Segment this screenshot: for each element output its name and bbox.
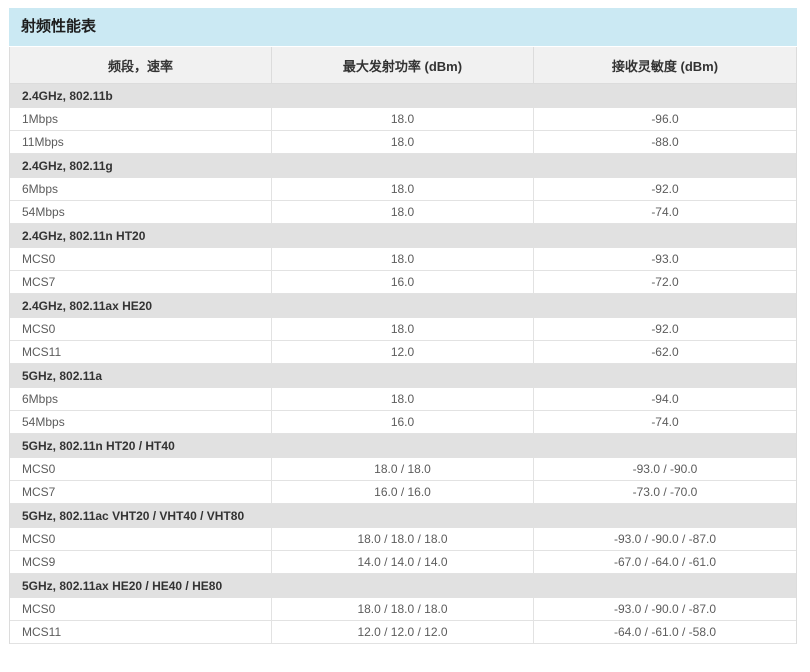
table-title: 射频性能表 (9, 8, 797, 46)
column-header-row: 频段，速率 最大发射功率 (dBm) 接收灵敏度 (dBm) (10, 47, 796, 84)
section-header: 2.4GHz, 802.11g (10, 154, 796, 178)
tx-power-cell: 18.0 (272, 178, 534, 200)
rate-cell: 6Mbps (10, 178, 272, 200)
rate-cell: MCS0 (10, 458, 272, 480)
table-frame: 频段，速率 最大发射功率 (dBm) 接收灵敏度 (dBm) 2.4GHz, 8… (9, 47, 797, 644)
section-header: 5GHz, 802.11n HT20 / HT40 (10, 434, 796, 458)
tx-power-cell: 18.0 / 18.0 (272, 458, 534, 480)
table-row: 54Mbps 16.0 -74.0 (10, 411, 796, 434)
tx-power-cell: 12.0 (272, 341, 534, 363)
table-row: 11Mbps 18.0 -88.0 (10, 131, 796, 154)
column-header-rx-sensitivity: 接收灵敏度 (dBm) (611, 58, 719, 74)
tx-power-cell: 18.0 (272, 248, 534, 270)
rx-sensitivity-cell: -74.0 (651, 205, 679, 219)
rx-sensitivity-cell: -67.0 / -64.0 / -61.0 (613, 555, 717, 569)
column-header-band-rate: 频段，速率 (10, 47, 272, 83)
rate-cell: MCS9 (10, 551, 272, 573)
table-row: MCS0 18.0 / 18.0 / 18.0 -93.0 / -90.0 / -8… (10, 528, 796, 551)
rx-sensitivity-cell: -92.0 (651, 322, 679, 336)
tx-power-cell: 18.0 (272, 131, 534, 153)
rx-sensitivity-cell: -73.0 / -70.0 (632, 485, 698, 499)
rx-sensitivity-cell: -93.0 / -90.0 / -87.0 (613, 602, 717, 616)
table-row: MCS7 16.0 -72.0 (10, 271, 796, 294)
rx-sensitivity-cell: -94.0 (651, 392, 679, 406)
rx-sensitivity-cell: -93.0 / -90.0 (632, 462, 698, 476)
rate-cell: MCS11 (10, 341, 272, 363)
section-header: 5GHz, 802.11ac VHT20 / VHT40 / VHT80 (10, 504, 796, 528)
rx-sensitivity-cell: -92.0 (651, 182, 679, 196)
tx-power-cell: 18.0 / 18.0 / 18.0 (272, 598, 534, 620)
rate-cell: 54Mbps (10, 201, 272, 223)
table-row: MCS9 14.0 / 14.0 / 14.0 -67.0 / -64.0 / -6… (10, 551, 796, 574)
tx-power-cell: 18.0 (272, 108, 534, 130)
rate-cell: MCS0 (10, 598, 272, 620)
table-row: MCS0 18.0 -92.0 (10, 318, 796, 341)
rx-sensitivity-cell: -72.0 (651, 275, 679, 289)
table-row: MCS11 12.0 / 12.0 / 12.0 -64.0 / -61.0 / -… (10, 621, 796, 644)
section-header: 5GHz, 802.11ax HE20 / HE40 / HE80 (10, 574, 796, 598)
table-row: 1Mbps 18.0 -96.0 (10, 108, 796, 131)
rx-sensitivity-cell: -62.0 (651, 345, 679, 359)
rx-sensitivity-cell: -93.0 (651, 252, 679, 266)
rf-performance-table: 射频性能表 频段，速率 最大发射功率 (dBm) 接收灵敏度 (dBm) 2.4… (9, 8, 797, 644)
rate-cell: MCS0 (10, 528, 272, 550)
tx-power-cell: 18.0 / 18.0 / 18.0 (272, 528, 534, 550)
rate-cell: 6Mbps (10, 388, 272, 410)
rate-cell: 54Mbps (10, 411, 272, 433)
tx-power-cell: 18.0 (272, 201, 534, 223)
rate-cell: MCS0 (10, 248, 272, 270)
rate-cell: MCS7 (10, 271, 272, 293)
table-body: 2.4GHz, 802.11b 1Mbps 18.0 -96.0 11Mbps 18.0-… (10, 84, 796, 644)
table-row: MCS11 12.0 -62.0 (10, 341, 796, 364)
rate-cell: 1Mbps (10, 108, 272, 130)
tx-power-cell: 14.0 / 14.0 / 14.0 (272, 551, 534, 573)
tx-power-cell: 12.0 / 12.0 / 12.0 (272, 621, 534, 643)
rate-cell: 11Mbps (10, 131, 272, 153)
table-row: MCS0 18.0 / 18.0 / 18.0 -93.0 / -90.0 / -8… (10, 598, 796, 621)
rate-cell: MCS7 (10, 481, 272, 503)
table-row: 6Mbps 18.0 -94.0 (10, 388, 796, 411)
section-header: 2.4GHz, 802.11b (10, 84, 796, 108)
rx-sensitivity-cell: -74.0 (651, 415, 679, 429)
section-header: 5GHz, 802.11a (10, 364, 796, 388)
table-row: 54Mbps 18.0 -74.0 (10, 201, 796, 224)
rate-cell: MCS0 (10, 318, 272, 340)
tx-power-cell: 18.0 (272, 318, 534, 340)
rate-cell: MCS11 (10, 621, 272, 643)
table-row: MCS0 18.0 / 18.0 -93.0 / -90.0 (10, 458, 796, 481)
tx-power-cell: 18.0 (272, 388, 534, 410)
table-row: MCS0 18.0 -93.0 (10, 248, 796, 271)
section-header: 2.4GHz, 802.11n HT20 (10, 224, 796, 248)
rx-sensitivity-cell: -93.0 / -90.0 / -87.0 (613, 532, 717, 546)
rx-sensitivity-cell: -88.0 (651, 135, 679, 149)
rx-sensitivity-cell: -96.0 (651, 112, 679, 126)
table-row: MCS7 16.0 / 16.0 -73.0 / -70.0 (10, 481, 796, 504)
tx-power-cell: 16.0 (272, 411, 534, 433)
tx-power-cell: 16.0 (272, 271, 534, 293)
column-header-max-tx-power: 最大发射功率 (dBm) (272, 47, 534, 83)
rx-sensitivity-cell: -64.0 / -61.0 / -58.0 (613, 625, 717, 639)
section-header: 2.4GHz, 802.11ax HE20 (10, 294, 796, 318)
table-row: 6Mbps 18.0 -92.0 (10, 178, 796, 201)
tx-power-cell: 16.0 / 16.0 (272, 481, 534, 503)
